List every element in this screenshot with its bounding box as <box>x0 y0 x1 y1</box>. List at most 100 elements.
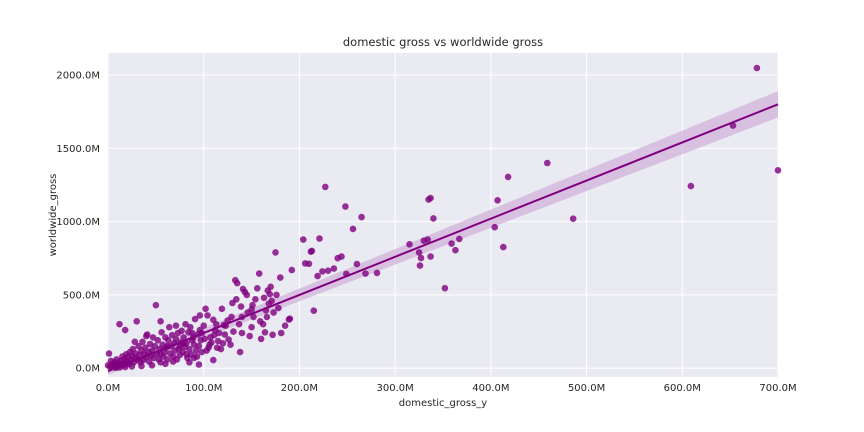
scatter-point <box>138 362 145 370</box>
scatter-point <box>128 363 136 370</box>
scatter-point <box>316 235 323 242</box>
scatter-point <box>213 344 221 352</box>
scatter-point <box>171 347 179 354</box>
x-tick-label: 500.0M <box>568 383 605 394</box>
scatter-point <box>301 260 309 267</box>
scatter-point <box>187 323 194 331</box>
scatter-point <box>269 331 276 339</box>
scatter-point <box>149 334 157 341</box>
scatter-point <box>221 331 229 338</box>
x-tick-label: 200.0M <box>281 383 318 394</box>
scatter-point <box>133 318 140 325</box>
chart-title: domestic gross vs worldwide gross <box>343 35 543 49</box>
x-axis-label: domestic_gross_y <box>399 398 488 409</box>
scatter-point <box>448 240 455 247</box>
scatter-point <box>207 334 214 341</box>
scatter-point <box>172 322 180 330</box>
scatter-point <box>420 237 428 244</box>
scatter-point <box>248 306 255 313</box>
scatter-point <box>131 338 139 346</box>
scatter-point <box>330 265 338 272</box>
regression-line-path <box>107 103 779 373</box>
scatter-point <box>342 203 349 210</box>
y-tick-labels: 0.0M 500.0M 1000.0M 1500.0M 2000.0M <box>56 70 100 374</box>
scatter-point <box>202 305 209 313</box>
scatter-point <box>265 300 273 308</box>
scatter-point <box>135 342 142 350</box>
scatter-point <box>319 268 326 275</box>
x-tick-label: 400.0M <box>472 383 509 394</box>
scatter-point <box>349 225 357 233</box>
scatter-point <box>687 182 695 190</box>
scatter-point <box>162 360 169 368</box>
scatter-point <box>263 313 271 321</box>
scatter-point <box>174 329 182 337</box>
scatter-point <box>275 304 282 312</box>
scatter-point <box>415 249 423 256</box>
scatter-point <box>774 167 782 174</box>
scatter-point <box>148 362 156 369</box>
scatter-point <box>190 354 198 362</box>
scatter-point <box>417 254 425 262</box>
scatter-point <box>121 326 129 334</box>
scatter-point <box>416 262 424 269</box>
scatter-point <box>210 316 217 324</box>
scatter-point <box>427 253 434 260</box>
scatter-point <box>277 274 284 281</box>
scatter-point <box>195 361 203 368</box>
scatter-point <box>264 287 272 294</box>
scatter-point <box>285 316 293 323</box>
scatter-point <box>500 243 507 251</box>
scatter-point <box>186 359 193 366</box>
scatter-point <box>358 213 365 221</box>
scatter-point <box>210 356 217 364</box>
scatter-point <box>300 236 307 243</box>
scatter-point <box>183 351 190 358</box>
y-tick-label: 500.0M <box>63 290 100 301</box>
scatter-point <box>261 329 269 336</box>
scatter-point <box>139 338 146 346</box>
scatter-point <box>225 336 232 343</box>
x-tick-label: 700.0M <box>759 383 796 394</box>
scatter-point <box>430 215 437 222</box>
y-tick-label: 0.0M <box>75 364 100 375</box>
x-tick-label: 0.0M <box>96 383 121 394</box>
scatter-point <box>206 341 213 349</box>
scatter-point <box>260 294 268 302</box>
scatter-point <box>452 246 459 254</box>
scatter-point <box>169 358 177 365</box>
scatter-point <box>456 235 463 243</box>
scatter-point <box>248 323 255 331</box>
scatter-point <box>373 269 381 277</box>
scatter-point <box>188 329 196 337</box>
scatter-point <box>491 223 499 231</box>
scatter-point <box>157 318 164 325</box>
scatter-point <box>753 64 761 72</box>
y-tick-label: 1000.0M <box>56 217 100 228</box>
y-tick-label: 2000.0M <box>56 70 100 81</box>
scatter-point <box>166 350 174 357</box>
scatter-point <box>353 260 361 268</box>
scatter-point <box>168 331 176 339</box>
scatter-point <box>310 307 318 315</box>
scatter-point <box>146 340 154 348</box>
scatter-point <box>288 266 296 274</box>
scatter-point <box>218 305 226 313</box>
x-tick-label: 100.0M <box>185 383 222 394</box>
scatter-point <box>324 267 332 275</box>
scatter-point <box>192 347 200 354</box>
scatter-point <box>232 276 239 284</box>
scatter-point <box>200 322 207 330</box>
scatter-point <box>197 337 205 344</box>
scatter-point <box>182 320 189 328</box>
scatter-point <box>196 312 204 319</box>
scatter-point <box>256 318 264 325</box>
scatter-point <box>252 296 259 303</box>
scatter-point <box>238 329 246 337</box>
scatter-point <box>569 215 577 222</box>
scatter-point <box>154 337 162 344</box>
scatter-point <box>198 348 206 356</box>
scatter-point <box>180 334 187 341</box>
scatter-point <box>104 362 112 369</box>
x-tick-label: 300.0M <box>377 383 414 394</box>
